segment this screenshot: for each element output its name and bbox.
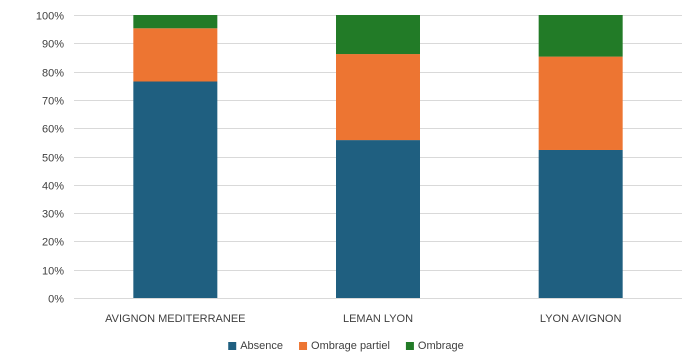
x-category-label: LEMAN LYON: [343, 313, 413, 325]
y-tick-label: 30%: [42, 209, 64, 221]
y-tick-label: 20%: [42, 237, 64, 249]
y-tick-label: 60%: [42, 124, 64, 136]
legend-swatch: [405, 342, 414, 350]
legend-swatch: [228, 342, 237, 350]
bar-segment-absence: [538, 149, 623, 298]
y-tick-label: 70%: [42, 96, 64, 108]
legend-label: Ombrage partiel: [311, 340, 390, 352]
bar-segment-absence: [133, 81, 218, 298]
y-tick-label: 10%: [42, 266, 64, 278]
bar-segment-ombrage: [538, 15, 623, 57]
y-axis: 0% 10% 20% 30% 40% 50% 60% 70% 80% 90% 100%: [36, 11, 64, 306]
y-tick-label: 90%: [42, 39, 64, 51]
x-category-label: AVIGNON MEDITERRANEE: [105, 313, 245, 325]
x-category-label: LYON AVIGNON: [540, 313, 622, 325]
legend-item: Ombrage: [405, 340, 464, 352]
bar-segment-ombrage: [336, 15, 420, 55]
legend-label: Ombrage: [418, 340, 464, 352]
y-tick-label: 0%: [48, 294, 64, 306]
y-tick-label: 50%: [42, 153, 64, 165]
legend: Absence Ombrage partiel Ombrage: [228, 340, 464, 352]
bar-segment-absence: [336, 140, 420, 298]
bars: [133, 15, 623, 298]
y-tick-label: 80%: [42, 68, 64, 80]
bar-segment-ombrage-partiel: [538, 56, 623, 150]
bar-segment-ombrage: [133, 15, 218, 29]
y-tick-label: 40%: [42, 181, 64, 193]
legend-swatch: [299, 342, 308, 350]
y-tick-label: 100%: [36, 11, 64, 23]
legend-label: Absence: [240, 340, 283, 352]
legend-item: Absence: [228, 340, 283, 352]
bar-segment-ombrage-partiel: [336, 54, 420, 141]
legend-item: Ombrage partiel: [299, 340, 390, 352]
x-axis: AVIGNON MEDITERRANEE LEMAN LYON LYON AVIGN…: [105, 313, 621, 325]
bar-segment-ombrage-partiel: [133, 28, 218, 82]
